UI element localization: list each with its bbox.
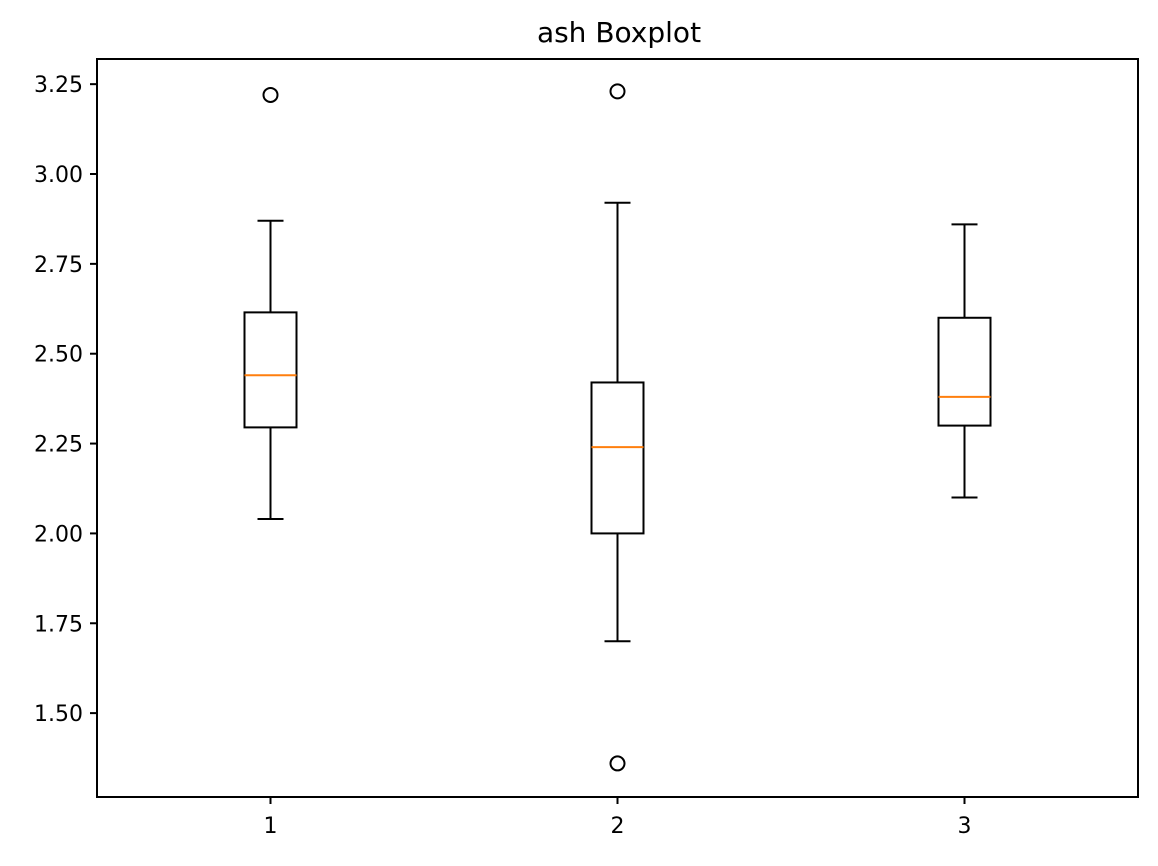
- x-tick-label: 1: [264, 814, 278, 839]
- axes: 1.50 1.75 2.00 2.25 2.50 2.75 3.00 3.25 1 2 3: [34, 58, 1139, 839]
- x-tick-label: 3: [958, 814, 972, 839]
- outlier-point: [262, 86, 279, 103]
- box-iqr: [590, 381, 645, 535]
- y-tick-label: 1.75: [34, 612, 83, 637]
- y-tick-label: 3.25: [34, 73, 83, 98]
- y-tick-label: 2.75: [34, 253, 83, 278]
- y-tick-label: 3.00: [34, 163, 83, 188]
- box-iqr: [243, 311, 298, 429]
- outlier-point: [609, 83, 626, 100]
- x-tick-label: 2: [611, 814, 625, 839]
- y-tick-label: 2.25: [34, 433, 83, 458]
- box-group-2: [590, 83, 645, 772]
- outlier-point: [609, 755, 626, 772]
- y-tick-label: 2.50: [34, 343, 83, 368]
- box-group-1: [243, 86, 298, 521]
- plot-area: [243, 83, 992, 772]
- y-tick-label: 2.00: [34, 522, 83, 547]
- y-tick-label: 1.50: [34, 702, 83, 727]
- box-iqr: [937, 316, 992, 427]
- box-group-3: [937, 223, 992, 499]
- chart-title: ash Boxplot: [537, 16, 701, 49]
